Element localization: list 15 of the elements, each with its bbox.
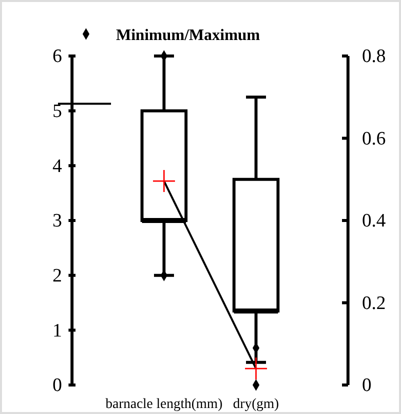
y-tick-label: 1 — [52, 320, 62, 342]
y-tick-label: 3 — [52, 210, 62, 232]
legend-label: Minimum/Maximum — [116, 27, 261, 44]
y-tick-label: 6 — [52, 46, 62, 68]
y2-tick-label: 0 — [362, 375, 372, 396]
y2-tick-label: 0.8 — [362, 46, 386, 68]
x-tick-label: barnacle length(mm) — [105, 397, 223, 412]
y2-tick-label: 0.4 — [362, 210, 386, 232]
y-tick-label: 4 — [52, 156, 62, 177]
y2-tick-label: 0.2 — [362, 292, 386, 314]
y2-tick-label: 0.6 — [362, 128, 386, 150]
y-tick-label: 2 — [52, 265, 62, 286]
y-tick-label: 5 — [52, 100, 62, 122]
y-tick-label: 0 — [52, 375, 62, 396]
x-tick-label: dry(gm) — [233, 397, 280, 412]
